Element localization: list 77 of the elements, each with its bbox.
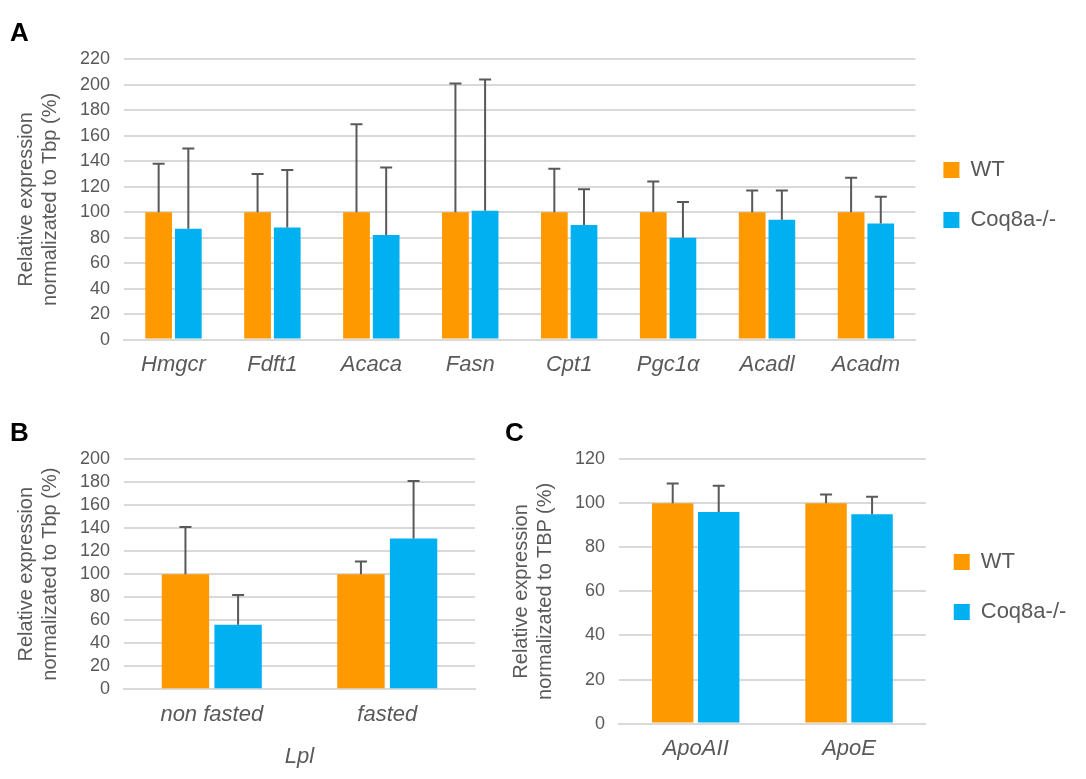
bar xyxy=(161,574,210,689)
x-tick-label: Acadl xyxy=(737,350,796,376)
y-tick-label: 80 xyxy=(90,586,111,607)
y-tick-label: 40 xyxy=(585,624,606,645)
y-tick-label: 120 xyxy=(574,448,606,469)
bar xyxy=(652,503,694,723)
x-tick-label: Fdft1 xyxy=(247,350,298,376)
y-tick-label: 180 xyxy=(79,99,111,120)
x-tick-label: Cpt1 xyxy=(545,350,593,376)
legend-label: Coq8a-/- xyxy=(970,206,1056,232)
y-axis-title: Relative expression normalizated to TBP (%) xyxy=(508,482,555,700)
bar xyxy=(738,212,766,339)
y-tick-label: 20 xyxy=(585,668,606,689)
x-tick-label: Pgc1α xyxy=(636,350,701,376)
x-tick-label: ApoAII xyxy=(660,734,729,760)
bar xyxy=(805,503,847,723)
y-tick-label: 180 xyxy=(79,471,111,492)
y-tick-label: 0 xyxy=(595,712,606,733)
y-tick-label: 60 xyxy=(585,580,606,601)
y-tick-label: 20 xyxy=(90,303,111,324)
y-tick-label: 100 xyxy=(79,201,111,222)
bar xyxy=(145,212,173,339)
bar xyxy=(174,228,202,339)
y-tick-label: 220 xyxy=(79,48,111,69)
chart-title: B xyxy=(10,416,29,447)
chart-title: A xyxy=(10,16,29,47)
legend-label: Coq8a-/- xyxy=(980,598,1067,624)
x-tick-label: Acaca xyxy=(338,350,402,376)
y-tick-label: 0 xyxy=(100,328,111,349)
bar xyxy=(442,212,469,339)
x-tick-label: Fasn xyxy=(445,350,495,376)
y-tick-label: 60 xyxy=(90,609,111,630)
y-tick-label: 80 xyxy=(90,226,111,247)
y-tick-label: 140 xyxy=(79,517,111,538)
legend-label: WT xyxy=(980,548,1015,574)
y-tick-label: 20 xyxy=(90,655,111,676)
bar xyxy=(214,624,262,689)
bar xyxy=(851,514,893,723)
x-tick-label: Hmgcr xyxy=(141,350,208,376)
chart-title: C xyxy=(505,416,524,447)
y-tick-label: 0 xyxy=(100,678,111,699)
x-tick-label: non fasted xyxy=(160,700,264,726)
y-axis-title: Relative expression normalizated to Tbp (%) xyxy=(13,467,60,681)
bar xyxy=(570,224,598,339)
x-tick-label: Acadm xyxy=(829,350,901,376)
y-tick-label: 40 xyxy=(90,277,111,298)
bar xyxy=(471,210,499,339)
bar xyxy=(768,219,796,339)
y-tick-label: 200 xyxy=(79,73,111,94)
bar xyxy=(273,227,301,339)
y-tick-label: 160 xyxy=(79,124,111,145)
y-tick-label: 60 xyxy=(90,252,111,273)
bar xyxy=(343,212,370,339)
x-tick-label: ApoE xyxy=(820,734,877,760)
y-tick-label: 100 xyxy=(79,563,111,584)
bar xyxy=(540,212,568,339)
y-tick-label: 80 xyxy=(585,536,606,557)
bar xyxy=(389,538,438,689)
y-tick-label: 100 xyxy=(574,492,606,513)
bar xyxy=(244,212,271,339)
y-tick-label: 140 xyxy=(79,150,111,171)
bar xyxy=(837,212,865,339)
bar xyxy=(669,237,697,339)
bar xyxy=(698,512,740,723)
bar xyxy=(639,212,667,339)
legend-label: WT xyxy=(970,156,1005,182)
y-tick-label: 120 xyxy=(79,175,111,196)
y-tick-label: 120 xyxy=(79,540,111,561)
x-axis-title: Lpl xyxy=(284,742,316,768)
bar xyxy=(337,574,385,689)
y-tick-label: 40 xyxy=(90,632,111,653)
x-tick-label: fasted xyxy=(357,700,418,726)
bar xyxy=(867,223,895,339)
y-axis-title: Relative expression normalizated to Tbp (%) xyxy=(13,92,60,306)
y-tick-label: 160 xyxy=(79,494,111,515)
bar xyxy=(372,235,400,339)
y-tick-label: 200 xyxy=(79,448,111,469)
